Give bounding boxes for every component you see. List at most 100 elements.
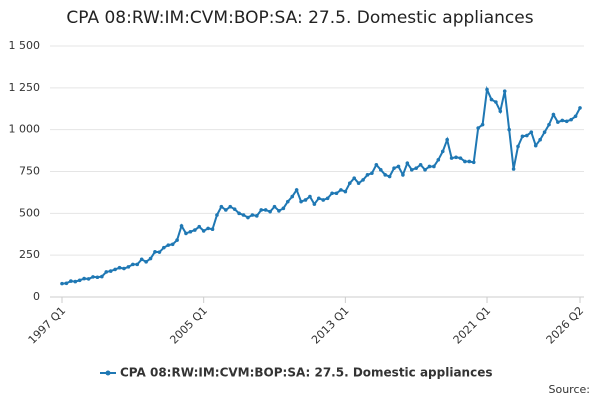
point (77, 278, 82, 283)
point (241, 213, 246, 217)
point (290, 194, 295, 199)
point (525, 133, 529, 138)
point (312, 202, 317, 206)
point (498, 109, 503, 114)
point (250, 213, 255, 217)
point (343, 189, 348, 194)
legend-label: CPA 08:RW:IM:CVM:BOP:SA: 27.5. Domestic … (120, 366, 493, 380)
point (564, 119, 569, 124)
point (64, 281, 69, 286)
point (294, 188, 299, 192)
point (471, 160, 476, 165)
y-tick-label: 1 250 (9, 81, 41, 94)
point (153, 250, 157, 254)
point (316, 196, 321, 201)
point (449, 156, 454, 160)
point (485, 87, 489, 92)
point (117, 265, 122, 270)
point (365, 173, 370, 177)
point (184, 231, 188, 236)
point (148, 256, 153, 261)
point (131, 262, 135, 267)
point (356, 181, 361, 186)
point (440, 149, 445, 154)
x-tick-label: 2026 Q2 (544, 304, 587, 347)
point (157, 250, 162, 254)
point (255, 214, 259, 218)
point (405, 161, 410, 165)
point (91, 275, 95, 279)
point (299, 199, 303, 204)
point (246, 215, 250, 220)
point (139, 257, 144, 262)
point (303, 198, 308, 202)
point (347, 181, 352, 186)
point (529, 130, 534, 134)
point (569, 117, 573, 122)
point (113, 267, 117, 272)
source: Source: (549, 383, 591, 396)
point (60, 281, 64, 286)
point (463, 159, 467, 164)
point (458, 156, 463, 160)
point (423, 168, 427, 172)
point (166, 243, 171, 247)
point (104, 270, 109, 274)
point (414, 166, 418, 170)
point (516, 144, 520, 149)
point (108, 269, 113, 273)
point (69, 279, 73, 283)
legend-marker (105, 370, 111, 376)
point (122, 266, 126, 271)
point (197, 224, 202, 229)
point (277, 209, 281, 213)
point (361, 178, 365, 182)
point (237, 211, 241, 216)
point (193, 228, 197, 232)
point (86, 277, 91, 281)
point (259, 208, 264, 212)
point (467, 159, 472, 164)
point (228, 204, 233, 209)
point (578, 106, 582, 110)
point (144, 260, 148, 264)
point (511, 167, 516, 171)
y-tick-label: 1 500 (9, 39, 41, 52)
point (339, 188, 343, 192)
point (179, 224, 184, 228)
point (73, 279, 78, 284)
point (436, 157, 441, 162)
point (210, 227, 215, 232)
point (480, 122, 485, 127)
point (542, 130, 547, 134)
point (476, 126, 480, 130)
point (135, 262, 140, 267)
y-tick-label: 250 (19, 248, 40, 261)
point (162, 245, 166, 250)
y-tick-label: 1 000 (9, 123, 41, 136)
point (507, 127, 511, 132)
x-tick-label: 2013 Q1 (309, 304, 352, 347)
point (188, 229, 193, 234)
point (321, 198, 326, 202)
point (383, 173, 387, 177)
point (334, 191, 339, 196)
point (378, 168, 383, 172)
y-tick-label: 500 (19, 206, 40, 219)
point (418, 163, 423, 167)
point (330, 191, 334, 196)
point (219, 204, 224, 209)
point (308, 194, 312, 199)
point (272, 204, 277, 209)
point (374, 163, 379, 167)
point (370, 171, 374, 175)
point (392, 166, 396, 170)
point (325, 196, 330, 201)
point (95, 275, 100, 280)
point (268, 209, 272, 214)
point (215, 213, 219, 217)
x-tick-label: 1997 Q1 (26, 304, 69, 347)
point (432, 164, 436, 169)
line (61, 85, 581, 285)
